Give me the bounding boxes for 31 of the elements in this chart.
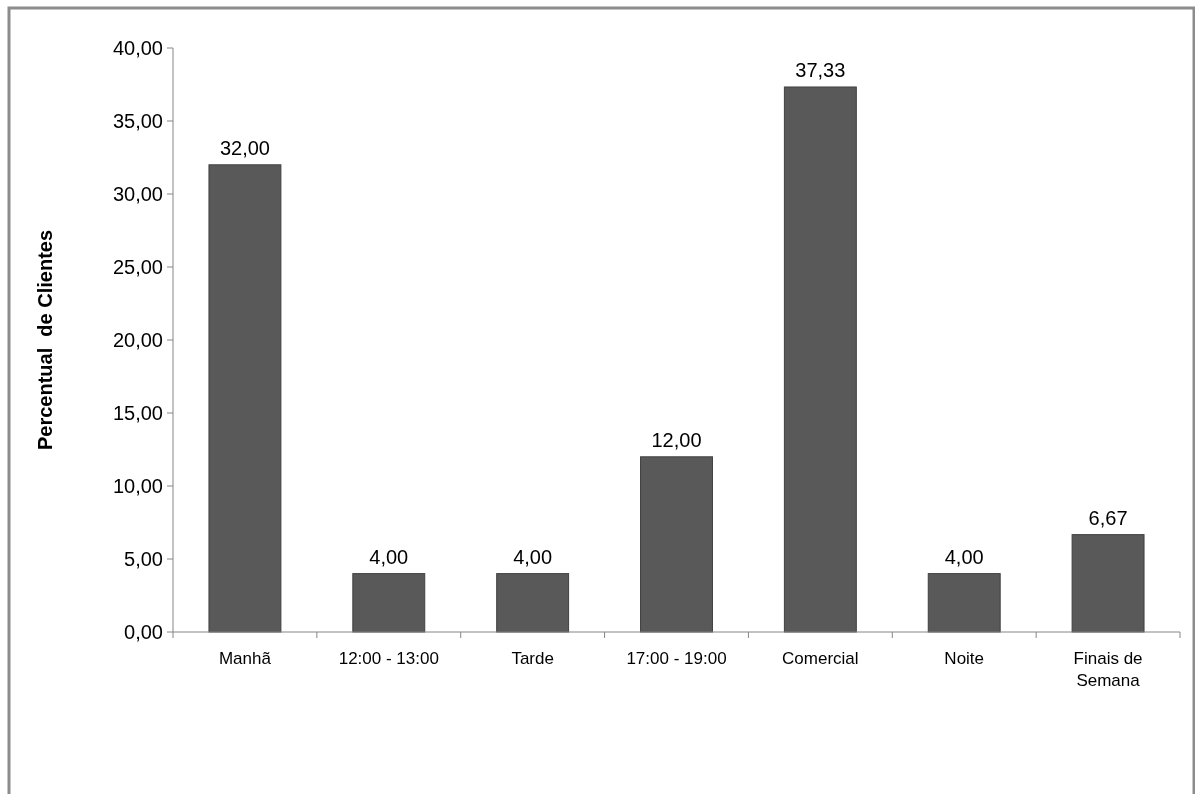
x-tick-label: Tarde: [511, 649, 554, 668]
y-tick-label: 15,00: [112, 402, 163, 424]
y-axis-title: Percentual de Clientes: [34, 229, 56, 451]
bar: [496, 573, 570, 633]
y-tick-label: 5,00: [124, 548, 163, 570]
bar: [783, 86, 857, 633]
x-tick-label: Comercial: [782, 649, 859, 668]
data-label: 37,33: [795, 58, 846, 81]
y-tick-label: 20,00: [112, 329, 163, 351]
y-tick-label: 40,00: [112, 37, 163, 59]
bar: [927, 573, 1001, 633]
y-tick-label: 35,00: [112, 110, 163, 132]
x-tick-label: Finais de Semana: [1073, 649, 1143, 690]
data-label: 4,00: [944, 545, 984, 568]
bar: [208, 164, 282, 633]
data-label: 6,67: [1088, 506, 1128, 529]
y-tick-label: 30,00: [112, 183, 163, 205]
data-label: 4,00: [369, 545, 409, 568]
x-tick-label: 17:00 - 19:00: [626, 649, 727, 668]
bar: [640, 456, 713, 633]
y-tick-label: 0,00: [124, 621, 163, 643]
data-label: 4,00: [513, 545, 553, 568]
x-tick-label: Noite: [944, 649, 985, 668]
y-tick-label: 10,00: [112, 475, 163, 497]
x-tick-label: Manhã: [218, 649, 272, 668]
y-tick-label: 25,00: [112, 256, 163, 278]
data-label: 32,00: [219, 136, 270, 159]
x-tick-label: 12:00 - 13:00: [338, 649, 439, 668]
bar: [352, 573, 426, 633]
bar: [1071, 534, 1145, 633]
data-label: 12,00: [651, 428, 702, 451]
